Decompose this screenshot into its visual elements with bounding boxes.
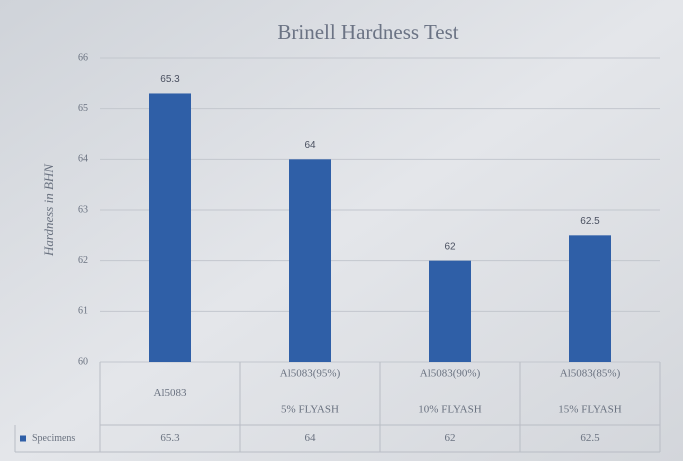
y-tick-label: 61 — [78, 306, 88, 317]
value-label: 64 — [304, 140, 316, 151]
legend-label: Specimens — [32, 433, 75, 444]
x-tick-label: Al5083(85%) — [560, 368, 621, 380]
y-tick-label: 62 — [78, 255, 88, 266]
bar — [289, 159, 331, 362]
y-tick-label: 66 — [78, 52, 88, 63]
chart-title: Brinell Hardness Test — [277, 20, 458, 44]
x-tick-label: 10% FLYASH — [418, 404, 481, 416]
y-tick-label: 63 — [78, 204, 88, 215]
table-value: 62 — [445, 432, 456, 444]
bar — [149, 93, 191, 362]
value-label: 62 — [444, 241, 456, 252]
table-value: 62.5 — [580, 432, 600, 444]
x-tick-label: 15% FLYASH — [558, 404, 621, 416]
legend-key — [20, 436, 26, 442]
y-axis-label: Hardness in BHN — [41, 163, 56, 257]
background — [0, 0, 683, 461]
x-tick-label: Al5083 — [154, 387, 188, 399]
table-value: 64 — [305, 432, 317, 444]
x-tick-label: Al5083(95%) — [280, 368, 341, 380]
value-label: 65.3 — [160, 74, 180, 85]
chart: Brinell Hardness Test Hardness in BHN 60… — [0, 0, 683, 461]
x-tick-label: Al5083(90%) — [420, 368, 481, 380]
bar — [429, 261, 471, 362]
table-value: 65.3 — [160, 432, 180, 444]
x-tick-label: 5% FLYASH — [281, 404, 339, 416]
y-tick-label: 60 — [78, 356, 88, 367]
value-label: 62.5 — [580, 216, 600, 227]
bar — [569, 235, 611, 362]
y-tick-label: 64 — [78, 154, 88, 165]
y-tick-label: 65 — [78, 103, 88, 114]
